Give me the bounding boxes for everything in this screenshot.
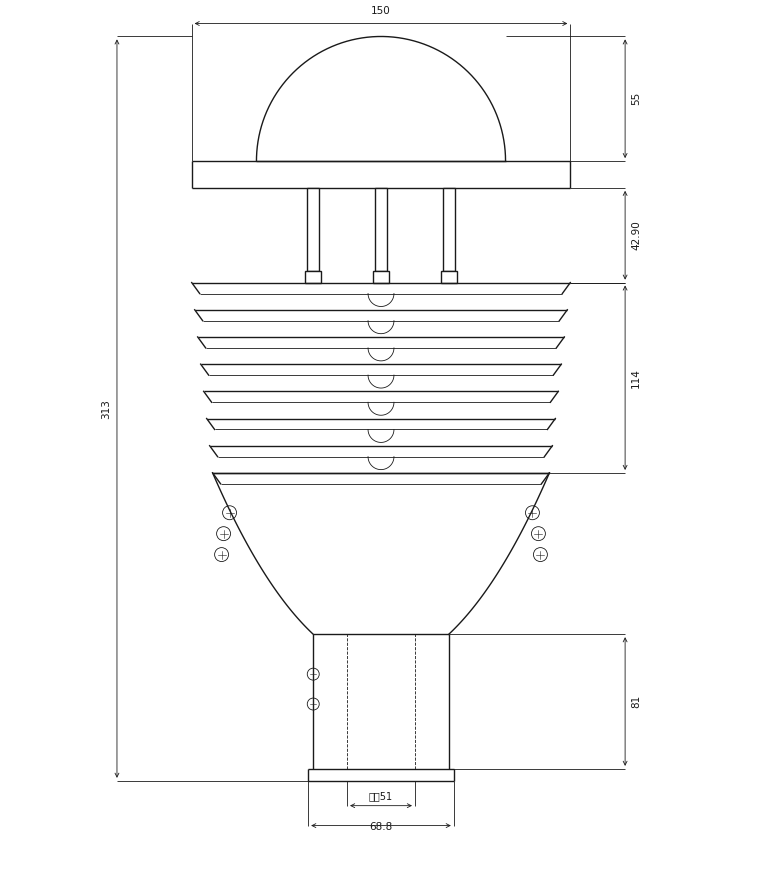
Text: 114: 114 [631, 368, 641, 388]
Text: 内径51: 内径51 [369, 791, 393, 801]
Text: 68.8: 68.8 [370, 822, 392, 832]
Text: 81: 81 [631, 695, 641, 708]
Text: 150: 150 [371, 5, 391, 16]
Bar [306, 271, 322, 282]
Text: 42.90: 42.90 [631, 220, 641, 250]
Text: 55: 55 [631, 92, 641, 106]
Bar [440, 271, 456, 282]
Bar [307, 188, 319, 271]
Bar [373, 271, 389, 282]
Bar [375, 188, 387, 271]
Text: 313: 313 [101, 399, 111, 419]
Bar [443, 188, 455, 271]
